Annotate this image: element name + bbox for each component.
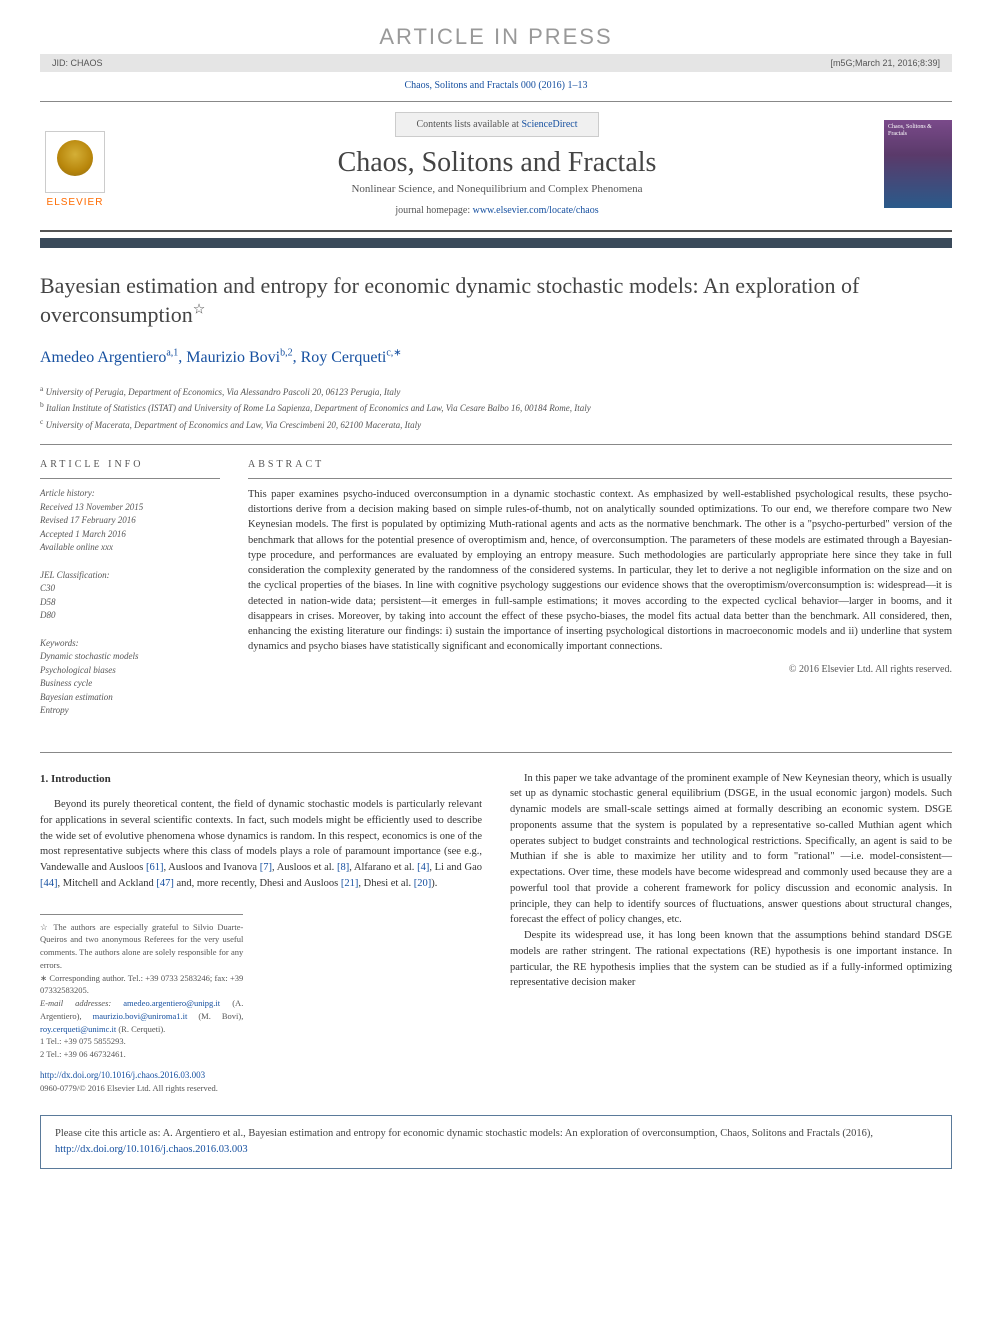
keywords-label: Keywords:: [40, 637, 220, 651]
jel-0: C30: [40, 582, 220, 596]
section-title: Introduction: [51, 773, 111, 785]
doi-link[interactable]: http://dx.doi.org/10.1016/j.chaos.2016.0…: [40, 1070, 205, 1080]
author-0: Amedeo Argentieroa,1: [40, 349, 178, 366]
ref-20[interactable]: [20]: [414, 878, 432, 889]
keywords-block: Keywords: Dynamic stochastic models Psyc…: [40, 637, 220, 718]
header-bar: JID: CHAOS [m5G;March 21, 2016;8:39]: [40, 54, 952, 72]
ref-61[interactable]: [61]: [146, 862, 164, 873]
affiliations: a University of Perugia, Department of E…: [40, 383, 952, 433]
kw-1: Psychological biases: [40, 664, 220, 678]
sciencedirect-link[interactable]: ScienceDirect: [521, 119, 577, 130]
fn-tel1: 1 Tel.: +39 075 5855293.: [40, 1035, 243, 1048]
ref-4[interactable]: [4]: [417, 862, 429, 873]
body-section: 1. Introduction Beyond its purely theore…: [40, 771, 952, 1096]
body-p3: Despite its widespread use, it has long …: [510, 928, 952, 991]
history-1: Revised 17 February 2016: [40, 514, 220, 528]
homepage-prefix: journal homepage:: [395, 205, 472, 216]
abstract-copyright: © 2016 Elsevier Ltd. All rights reserved…: [248, 664, 952, 675]
jid-label: JID: CHAOS: [52, 58, 103, 68]
ref-47[interactable]: [47]: [156, 878, 174, 889]
body-p1: Beyond its purely theoretical content, t…: [40, 797, 482, 892]
homepage-link[interactable]: www.elsevier.com/locate/chaos: [473, 205, 599, 216]
divider-top: [40, 444, 952, 445]
contents-prefix: Contents lists available at: [416, 119, 521, 130]
history-3: Available online xxx: [40, 541, 220, 555]
issn-line: 0960-0779/© 2016 Elsevier Ltd. All right…: [40, 1082, 482, 1095]
cover-thumbnail: Chaos, Solitons & Fractals: [884, 120, 952, 208]
kw-0: Dynamic stochastic models: [40, 650, 220, 664]
journal-subtitle: Nonlinear Science, and Nonequilibrium an…: [128, 183, 866, 195]
title-star: ☆: [193, 302, 206, 317]
abstract-text: This paper examines psycho-induced overc…: [248, 487, 952, 654]
cite-text: Please cite this article as: A. Argentie…: [55, 1128, 873, 1139]
article-in-press-watermark: ARTICLE IN PRESS: [40, 24, 952, 50]
contents-list: Contents lists available at ScienceDirec…: [395, 112, 598, 137]
journal-ref: Chaos, Solitons and Fractals 000 (2016) …: [40, 80, 952, 91]
kw-2: Business cycle: [40, 677, 220, 691]
history-0: Received 13 November 2015: [40, 501, 220, 515]
info-abstract-row: ARTICLE INFO Article history: Received 1…: [40, 459, 952, 732]
body-col-left: 1. Introduction Beyond its purely theore…: [40, 771, 482, 1096]
info-column: ARTICLE INFO Article history: Received 1…: [40, 459, 220, 732]
abstract-heading: ABSTRACT: [248, 459, 952, 470]
title-text: Bayesian estimation and entropy for econ…: [40, 273, 859, 327]
jel-1: D58: [40, 596, 220, 610]
fn-corr: ∗ Corresponding author. Tel.: +39 0733 2…: [40, 972, 243, 998]
email-0[interactable]: amedeo.argentiero@unipg.it: [123, 998, 220, 1008]
ref-44[interactable]: [44]: [40, 878, 58, 889]
affil-c: c University of Macerata, Department of …: [40, 416, 952, 433]
cover-thumb-text: Chaos, Solitons & Fractals: [888, 124, 948, 138]
ref-8[interactable]: [8]: [337, 862, 349, 873]
abstract-column: ABSTRACT This paper examines psycho-indu…: [248, 459, 952, 732]
kw-3: Bayesian estimation: [40, 691, 220, 705]
elsevier-logo: ELSEVIER: [40, 120, 110, 208]
ref-7[interactable]: [7]: [260, 862, 272, 873]
history-label: Article history:: [40, 487, 220, 501]
author-2: Roy Cerquetic,∗: [301, 349, 402, 366]
ref-21[interactable]: [21]: [341, 878, 359, 889]
journal-header: ELSEVIER Contents lists available at Sci…: [40, 101, 952, 232]
email-2[interactable]: roy.cerqueti@unimc.it: [40, 1024, 116, 1034]
affil-b: b Italian Institute of Statistics (ISTAT…: [40, 399, 952, 416]
journal-center: Contents lists available at ScienceDirec…: [128, 112, 866, 216]
cite-box: Please cite this article as: A. Argentie…: [40, 1115, 952, 1169]
jel-label: JEL Classification:: [40, 569, 220, 583]
body-col-right: In this paper we take advantage of the p…: [510, 771, 952, 1096]
section-heading: 1. Introduction: [40, 771, 482, 788]
dark-divider: [40, 238, 952, 248]
elsevier-tree-icon: [45, 131, 105, 193]
journal-homepage: journal homepage: www.elsevier.com/locat…: [128, 205, 866, 216]
authors: Amedeo Argentieroa,1, Maurizio Bovib,2, …: [40, 347, 952, 366]
cite-link[interactable]: http://dx.doi.org/10.1016/j.chaos.2016.0…: [55, 1144, 248, 1155]
article-title: Bayesian estimation and entropy for econ…: [40, 272, 952, 329]
body-p2: In this paper we take advantage of the p…: [510, 771, 952, 929]
footnotes: ☆ The authors are especially grateful to…: [40, 914, 243, 1061]
elsevier-text: ELSEVIER: [47, 197, 104, 208]
stamp-label: [m5G;March 21, 2016;8:39]: [830, 58, 940, 68]
history-2: Accepted 1 March 2016: [40, 528, 220, 542]
fn-emails: E-mail addresses: amedeo.argentiero@unip…: [40, 997, 243, 1035]
kw-4: Entropy: [40, 704, 220, 718]
affil-a: a University of Perugia, Department of E…: [40, 383, 952, 400]
journal-title: Chaos, Solitons and Fractals: [128, 147, 866, 179]
fn-star: ☆ The authors are especially grateful to…: [40, 921, 243, 972]
info-heading: ARTICLE INFO: [40, 459, 220, 470]
fn-tel2: 2 Tel.: +39 06 46732461.: [40, 1048, 243, 1061]
email-1[interactable]: maurizio.bovi@uniroma1.it: [93, 1011, 188, 1021]
history-block: Article history: Received 13 November 20…: [40, 487, 220, 555]
jel-block: JEL Classification: C30 D58 D80: [40, 569, 220, 623]
divider-bottom: [40, 752, 952, 753]
author-1: Maurizio Bovib,2: [186, 349, 292, 366]
doi-line: http://dx.doi.org/10.1016/j.chaos.2016.0…: [40, 1069, 482, 1083]
email-label: E-mail addresses:: [40, 998, 111, 1008]
jel-2: D80: [40, 609, 220, 623]
section-num: 1.: [40, 773, 48, 785]
